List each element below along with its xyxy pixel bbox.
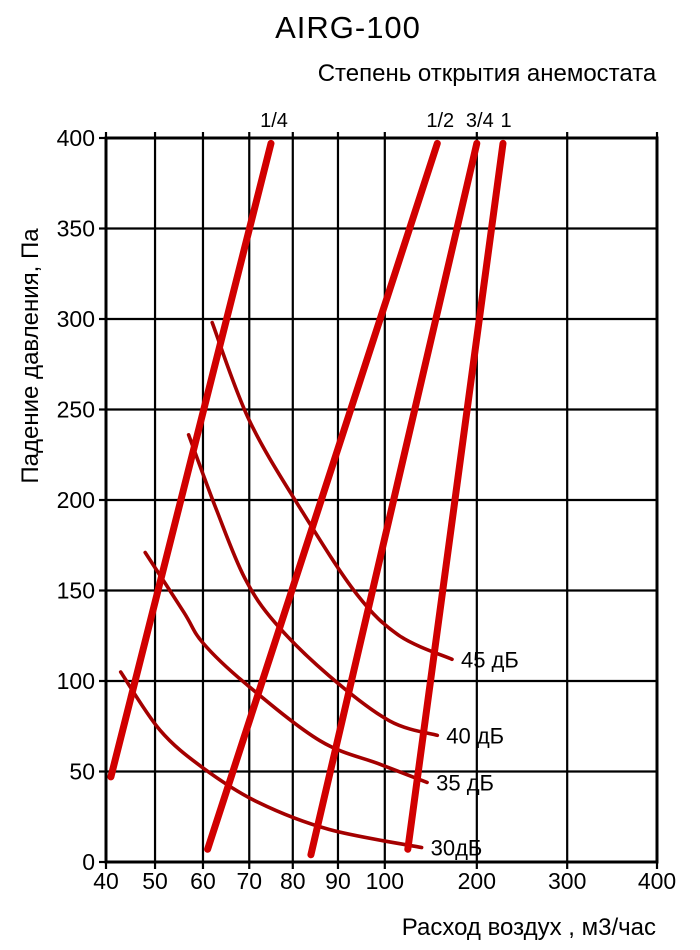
y-tick-label-300: 300	[57, 306, 95, 332]
noise-label-30дб: 30дБ	[431, 836, 483, 861]
x-tick-label-50: 50	[142, 868, 168, 894]
x-axis-title: Расход воздух , м3/час	[401, 914, 656, 941]
plot-border	[104, 136, 659, 864]
noise-label-40-дб: 40 дБ	[446, 723, 504, 748]
y-tick-label-50: 50	[69, 759, 95, 785]
y-tick-label-150: 150	[57, 578, 95, 604]
x-tick-label-70: 70	[236, 868, 262, 894]
y-tick-label-400: 400	[57, 125, 95, 151]
y-tick-label-100: 100	[57, 668, 95, 694]
y-tick-label-250: 250	[57, 397, 95, 423]
opening-label-3-4: 3/4	[466, 110, 494, 132]
x-tick-label-90: 90	[325, 868, 351, 894]
x-tick-label-400: 400	[638, 868, 676, 894]
opening-line-1	[404, 139, 507, 853]
noise-curve-40-дб	[186, 433, 440, 738]
x-tick-label-100: 100	[366, 868, 404, 894]
noise-label-35-дб: 35 дБ	[436, 770, 494, 795]
opening-line-3-4	[307, 139, 481, 859]
noise-curve-35-дб	[143, 550, 429, 785]
y-tick-label-350: 350	[57, 216, 95, 242]
opening-label-1-2: 1/2	[426, 110, 454, 132]
x-tick-label-40: 40	[93, 868, 119, 894]
noise-label-45-дб: 45 дБ	[461, 647, 519, 672]
chart-subtitle: Степень открытия анемостата	[317, 60, 657, 87]
x-tick-label-80: 80	[280, 868, 306, 894]
opening-label-1: 1	[500, 110, 511, 132]
y-tick-label-0: 0	[82, 849, 95, 875]
x-tick-label-60: 60	[190, 868, 216, 894]
opening-line-1-2	[204, 139, 441, 853]
x-tick-label-200: 200	[458, 868, 496, 894]
noise-curve-30дб	[118, 670, 424, 850]
chart-title: AIRG-100	[275, 10, 421, 45]
y-tick-label-200: 200	[57, 487, 95, 513]
opening-line-1-4	[107, 139, 275, 781]
x-tick-label-300: 300	[548, 868, 586, 894]
opening-label-1-4: 1/4	[260, 110, 288, 132]
